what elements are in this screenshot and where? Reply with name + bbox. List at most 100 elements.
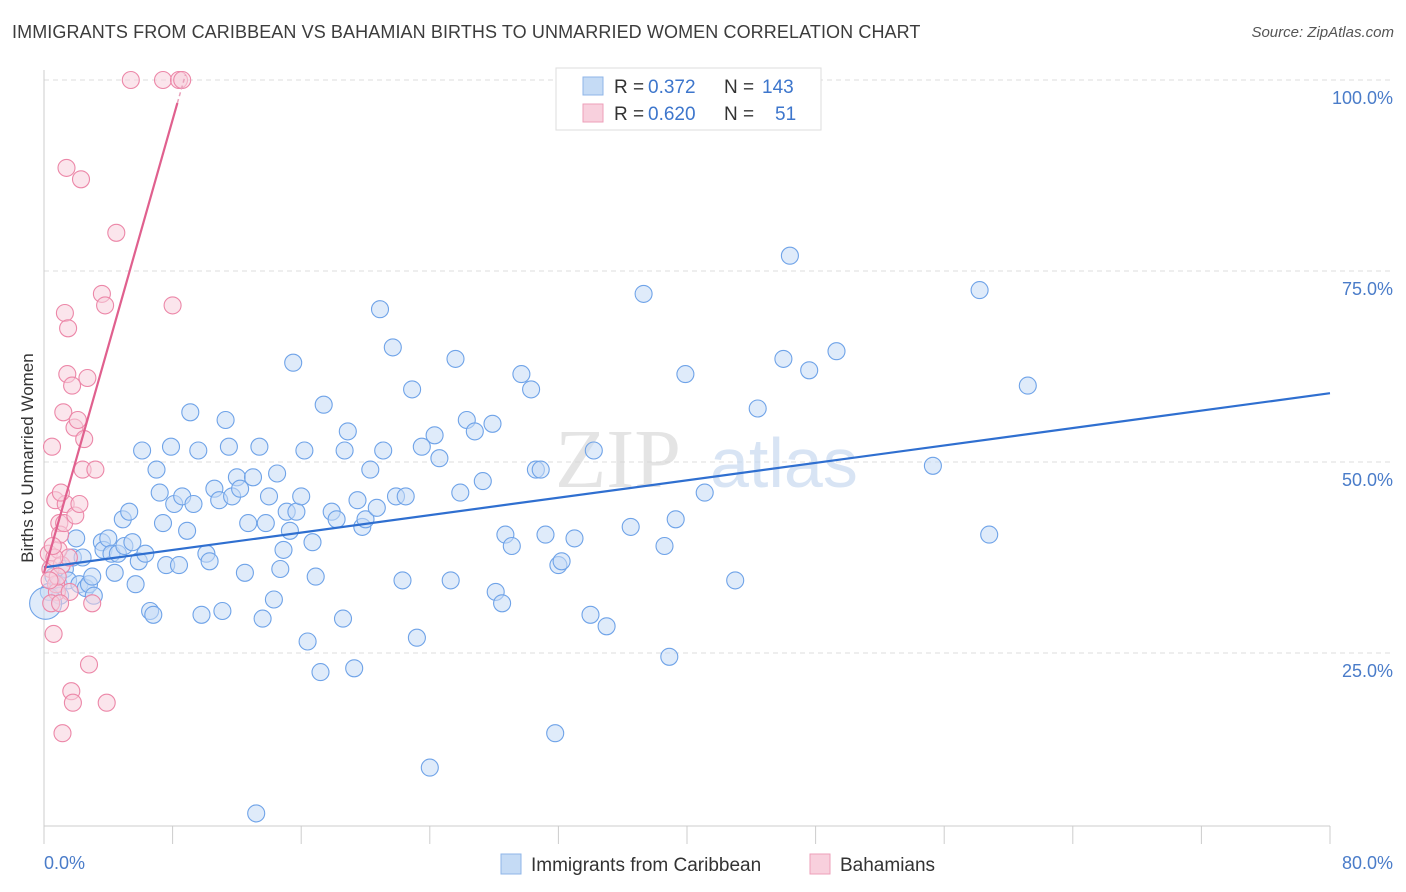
point-bahamians [68, 410, 87, 430]
point-caribbean [253, 609, 272, 628]
point-caribbean [531, 460, 550, 479]
legend-bottom-swatch-caribbean [500, 853, 522, 875]
legend-swatch-bahamians [582, 103, 604, 123]
point-caribbean [522, 380, 541, 399]
legend-top: R = 0.372 N = 143 R = 0.620 N = 51 [555, 67, 822, 131]
point-bahamians [44, 624, 63, 643]
point-caribbean [345, 659, 364, 678]
legend-n-value-1: 143 [762, 77, 794, 98]
point-caribbean [660, 647, 679, 666]
point-caribbean [181, 403, 200, 422]
point-caribbean [536, 525, 555, 544]
point-caribbean [189, 441, 208, 460]
point-caribbean [403, 380, 422, 399]
point-caribbean [335, 441, 354, 460]
point-caribbean [314, 395, 333, 414]
point-caribbean [634, 284, 653, 303]
point-caribbean [259, 487, 279, 506]
legend-swatch-caribbean [582, 76, 604, 96]
point-caribbean [284, 353, 303, 372]
trend-lines [42, 74, 1331, 574]
point-caribbean [250, 437, 269, 456]
point-caribbean [280, 521, 299, 540]
point-caribbean [655, 536, 674, 556]
point-bahamians [42, 437, 62, 456]
trend-line-bahamians [42, 102, 179, 574]
legend-n-label-1: N = [724, 77, 754, 98]
point-caribbean [153, 514, 173, 533]
y-tick-label: 25.0% [1342, 661, 1393, 681]
series-caribbean [29, 246, 1037, 823]
point-caribbean [264, 590, 283, 609]
point-caribbean [306, 567, 325, 586]
point-caribbean [239, 514, 258, 533]
point-caribbean [565, 529, 584, 548]
legend-r-label-1: R = [614, 77, 644, 98]
point-caribbean [287, 502, 306, 521]
point-bahamians [51, 594, 70, 613]
point-caribbean [430, 449, 449, 468]
trend-extension-bahamians [176, 74, 187, 104]
point-bahamians [153, 70, 173, 90]
point-bahamians [79, 655, 99, 674]
point-caribbean [231, 479, 250, 498]
point-caribbean [483, 414, 502, 433]
point-bahamians [121, 70, 140, 90]
point-caribbean [192, 605, 211, 624]
point-caribbean [676, 365, 695, 384]
point-caribbean [292, 487, 311, 506]
point-bahamians [107, 223, 126, 242]
legend-r-label-2: R = [614, 104, 644, 125]
watermark-atlas: atlas [710, 424, 858, 502]
point-bahamians [54, 403, 73, 422]
point-bahamians [43, 536, 62, 556]
point-caribbean [393, 571, 412, 590]
point-caribbean [827, 342, 846, 361]
point-bahamians [97, 693, 116, 712]
point-caribbean [178, 521, 197, 540]
point-caribbean [216, 410, 235, 430]
point-caribbean [581, 605, 600, 624]
point-caribbean [370, 300, 390, 319]
point-caribbean [144, 605, 163, 624]
source-label: Source: ZipAtlas.com [1251, 24, 1394, 41]
point-bahamians [40, 571, 59, 590]
point-caribbean [311, 663, 330, 682]
point-caribbean [493, 594, 512, 613]
legend-n-value-2: 51 [775, 104, 796, 125]
point-caribbean [120, 502, 139, 521]
point-caribbean [621, 517, 640, 536]
point-caribbean [235, 563, 254, 582]
point-caribbean [298, 632, 317, 651]
point-caribbean [123, 533, 142, 552]
tick-labels: 25.0% 50.0% 75.0% 100.0% 0.0% 80.0% [44, 88, 1393, 873]
point-caribbean [441, 571, 460, 590]
y-axis-title: Births to Unmarried Women [18, 353, 37, 562]
point-caribbean [980, 525, 999, 544]
point-caribbean [420, 758, 439, 777]
point-caribbean [99, 529, 118, 548]
point-caribbean [584, 441, 603, 460]
point-caribbean [169, 556, 189, 575]
point-caribbean [970, 281, 989, 300]
point-caribbean [695, 483, 714, 502]
point-caribbean [161, 437, 181, 456]
point-caribbean [213, 601, 232, 621]
point-caribbean [446, 349, 465, 368]
point-bahamians [86, 460, 105, 479]
point-bahamians [55, 303, 74, 323]
point-caribbean [348, 491, 367, 510]
point-caribbean [219, 437, 238, 456]
point-caribbean [274, 540, 293, 559]
point-caribbean [552, 552, 571, 571]
point-caribbean [512, 365, 531, 384]
legend-r-value-1: 0.372 [648, 77, 696, 98]
y-tick-label: 75.0% [1342, 279, 1393, 299]
point-caribbean [271, 559, 290, 579]
point-caribbean [361, 460, 380, 479]
point-bahamians [63, 693, 82, 712]
point-caribbean [726, 571, 745, 590]
point-bahamians [163, 296, 182, 315]
point-bahamians [71, 170, 91, 189]
